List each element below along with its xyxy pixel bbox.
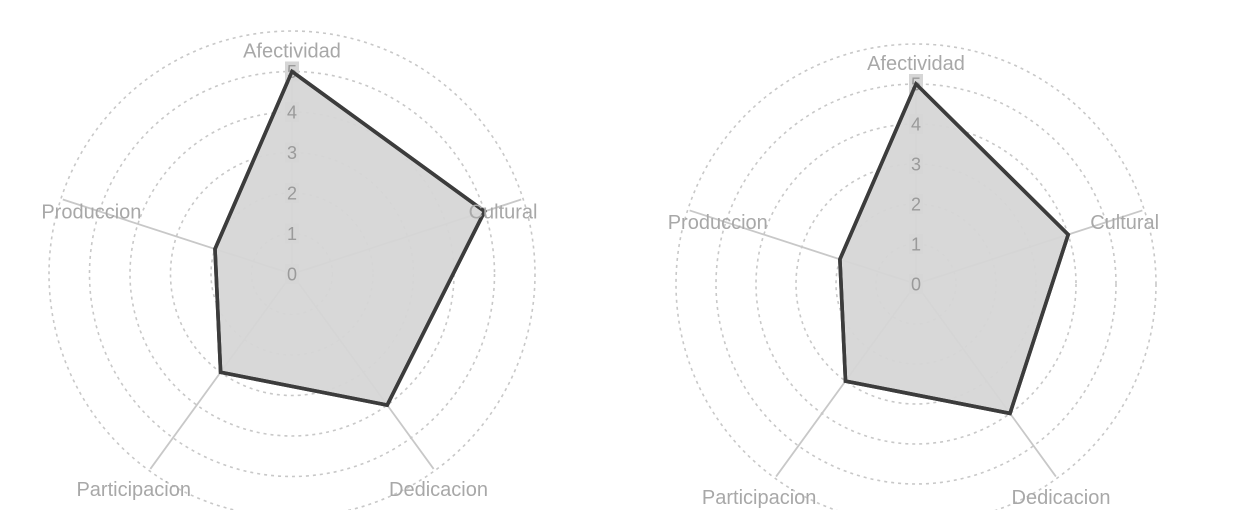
- category-label-cultural: Cultural: [1090, 212, 1159, 234]
- category-label-afectividad: Afectividad: [867, 53, 965, 75]
- grid-ring: [715, 83, 1117, 485]
- category-label-participacion: Participacion: [76, 479, 191, 501]
- tick-label: 2: [287, 184, 297, 204]
- category-label-afectividad: Afectividad: [243, 41, 341, 63]
- data-outline: [838, 80, 1071, 416]
- category-label-cultural: Cultural: [469, 201, 538, 223]
- tick-label-bg: [285, 102, 299, 122]
- tick-label-bg: [909, 114, 923, 134]
- tick-label: 1: [287, 224, 297, 244]
- tick-label-bg: [909, 154, 923, 174]
- data-outline: [213, 68, 487, 408]
- category-label-produccion: Produccion: [41, 201, 141, 223]
- category-label-participacion: Participacion: [702, 487, 817, 509]
- tick-label: 1: [911, 235, 921, 255]
- tick-label: 4: [287, 103, 297, 123]
- tick-label: 0: [911, 275, 921, 295]
- category-label-dedicacion: Dedicacion: [389, 479, 488, 501]
- tick-label-bg: [285, 142, 299, 163]
- tick-label: 3: [911, 155, 921, 175]
- grid-ring: [48, 30, 536, 510]
- tick-label: 3: [287, 143, 297, 163]
- tick-label: 2: [911, 195, 921, 215]
- tick-label-bg: [909, 194, 923, 214]
- radar-chart-left-svg: 012345AfectividadCulturalDedicacionParti…: [41, 30, 538, 510]
- tick-label: 0: [287, 265, 297, 285]
- category-label-produccion: Produccion: [668, 212, 768, 234]
- tick-label-bg: [285, 223, 299, 244]
- category-label-dedicacion: Dedicacion: [1012, 487, 1111, 509]
- tick-label-bg: [285, 183, 299, 203]
- grid-ring: [675, 43, 1157, 510]
- radar-chart-left: 0 1 2 3 4 5 Afectividad Cultural Dedicacion Parti…: [41, 30, 538, 510]
- radar-chart-right: 0 1 2 3 4 5 Afectividad Cultural Dedicacion Parti…: [628, 0, 1256, 510]
- tick-label: 4: [911, 115, 921, 135]
- tick-label-bg: [909, 274, 923, 294]
- data-area: [838, 80, 1071, 416]
- tick-label-bg: [285, 264, 299, 284]
- grid-ring: [755, 123, 1077, 445]
- data-area: [213, 68, 487, 408]
- tick-label-bg: [909, 234, 923, 254]
- radar-chart-right-svg: 012345AfectividadCulturalDedicacionParti…: [668, 43, 1159, 510]
